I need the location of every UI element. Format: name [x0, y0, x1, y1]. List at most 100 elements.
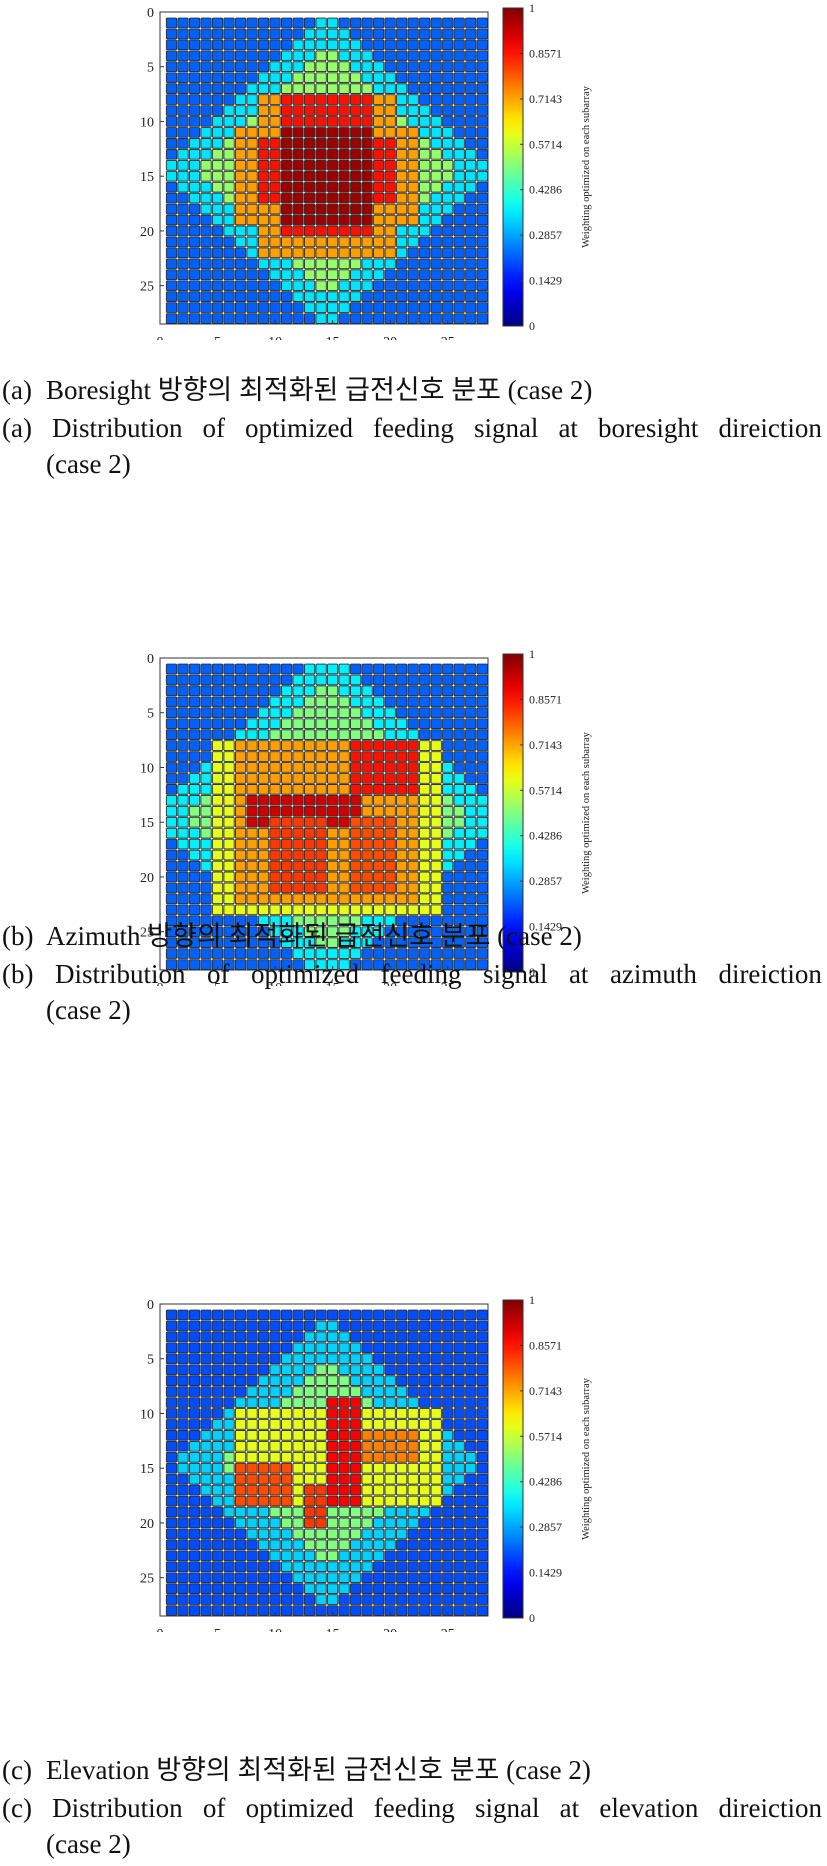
- heatmap-cell: [200, 302, 212, 313]
- heatmap-cell: [257, 816, 270, 828]
- heatmap-cell: [280, 1309, 293, 1321]
- heatmap-cell: [442, 773, 454, 784]
- heatmap-cell: [327, 302, 339, 313]
- heatmap-cell: [465, 159, 477, 171]
- heatmap-cell: [396, 1539, 408, 1551]
- heatmap-cell: [292, 1440, 304, 1452]
- x-tick-label: 15: [326, 335, 340, 340]
- heatmap-cell: [396, 72, 408, 84]
- heatmap-cell: [269, 1517, 281, 1529]
- heatmap-cell: [280, 1342, 293, 1354]
- heatmap-cell: [465, 302, 477, 313]
- heatmap-cell: [419, 937, 431, 948]
- heatmap-cell: [350, 685, 362, 697]
- heatmap-cell: [292, 1386, 304, 1397]
- heatmap-cell: [396, 1451, 408, 1463]
- heatmap-cell: [188, 1364, 201, 1376]
- heatmap-cell: [269, 1375, 281, 1386]
- heatmap-cell: [304, 1419, 316, 1430]
- colorbar-tick-label: 1: [529, 1, 535, 15]
- heatmap-cell: [315, 849, 327, 861]
- heatmap-cell: [177, 674, 189, 686]
- heatmap-cell: [453, 1440, 465, 1452]
- heatmap-cell: [315, 893, 327, 905]
- heatmap-cell: [476, 1309, 488, 1321]
- heatmap-cell: [384, 926, 396, 938]
- heatmap-cell: [338, 313, 350, 324]
- heatmap-cell: [407, 181, 419, 193]
- heatmap-cell: [211, 214, 224, 226]
- heatmap-cell: [165, 849, 178, 861]
- heatmap-cell: [361, 794, 373, 806]
- heatmap-cell: [396, 280, 408, 292]
- heatmap-cell: [407, 674, 419, 686]
- heatmap-cell: [430, 105, 442, 116]
- heatmap-cell: [315, 1397, 327, 1408]
- heatmap-cell: [476, 225, 488, 237]
- heatmap-cell: [350, 247, 362, 259]
- heatmap-cell: [223, 39, 235, 51]
- heatmap-cell: [304, 1583, 316, 1594]
- heatmap-cell: [223, 685, 235, 697]
- heatmap-cell: [442, 893, 454, 905]
- heatmap-cell: [234, 1386, 247, 1397]
- heatmap-cell: [465, 904, 477, 916]
- heatmap-cell: [327, 61, 339, 73]
- heatmap-cell: [200, 291, 212, 302]
- heatmap-cell: [257, 860, 270, 872]
- heatmap-cell: [304, 860, 316, 872]
- heatmap-cell: [200, 784, 212, 795]
- heatmap-cell: [246, 116, 258, 127]
- heatmap-cell: [465, 105, 477, 116]
- heatmap-cell: [165, 1320, 178, 1332]
- heatmap-cell: [269, 1440, 281, 1452]
- heatmap-cell: [200, 1506, 212, 1518]
- heatmap-cell: [361, 685, 373, 697]
- heatmap-cell: [269, 1473, 281, 1485]
- heatmap-cell: [292, 1539, 304, 1551]
- heatmap-cell: [269, 1539, 281, 1551]
- heatmap-cell: [350, 1440, 362, 1452]
- heatmap-cell: [292, 138, 304, 149]
- heatmap-cell: [188, 1528, 201, 1540]
- heatmap-cell: [223, 192, 235, 204]
- heatmap-cell: [200, 904, 212, 916]
- heatmap-cell: [361, 926, 373, 938]
- heatmap-cell: [442, 751, 454, 762]
- heatmap-cell: [338, 225, 350, 237]
- heatmap-cell: [350, 893, 362, 905]
- heatmap-cell: [165, 127, 178, 138]
- heatmap-cell: [396, 127, 408, 138]
- heatmap-cell: [177, 1397, 189, 1408]
- heatmap-cell: [280, 849, 293, 861]
- heatmap-cell: [453, 849, 465, 861]
- heatmap-cell: [327, 685, 339, 697]
- heatmap-cell: [211, 838, 224, 850]
- heatmap-cell: [292, 1484, 304, 1496]
- heatmap-cell: [246, 72, 258, 84]
- heatmap-cell: [304, 1550, 316, 1562]
- heatmap-cell: [373, 1506, 385, 1518]
- heatmap-cell: [292, 214, 304, 226]
- heatmap-cell: [211, 302, 224, 313]
- heatmap-cell: [476, 1462, 488, 1474]
- heatmap-cell: [246, 1430, 258, 1441]
- heatmap-cell: [292, 1506, 304, 1518]
- heatmap-cell: [269, 740, 281, 751]
- heatmap-cell: [177, 1605, 189, 1616]
- heatmap-cell: [223, 827, 235, 839]
- heatmap-cell: [476, 28, 488, 40]
- heatmap-cell: [165, 1353, 178, 1365]
- heatmap-cell: [373, 214, 385, 226]
- heatmap-cell: [165, 1528, 178, 1540]
- heatmap-cell: [442, 236, 454, 248]
- heatmap-cell: [223, 1572, 235, 1584]
- heatmap-cell: [419, 225, 431, 237]
- heatmap-cell: [315, 280, 327, 292]
- heatmap-cell: [407, 1342, 419, 1354]
- heatmap-cell: [407, 718, 419, 730]
- heatmap-cell: [453, 1386, 465, 1397]
- heatmap-cell: [292, 1430, 304, 1441]
- heatmap-cell: [327, 1386, 339, 1397]
- heatmap-cell: [442, 1528, 454, 1540]
